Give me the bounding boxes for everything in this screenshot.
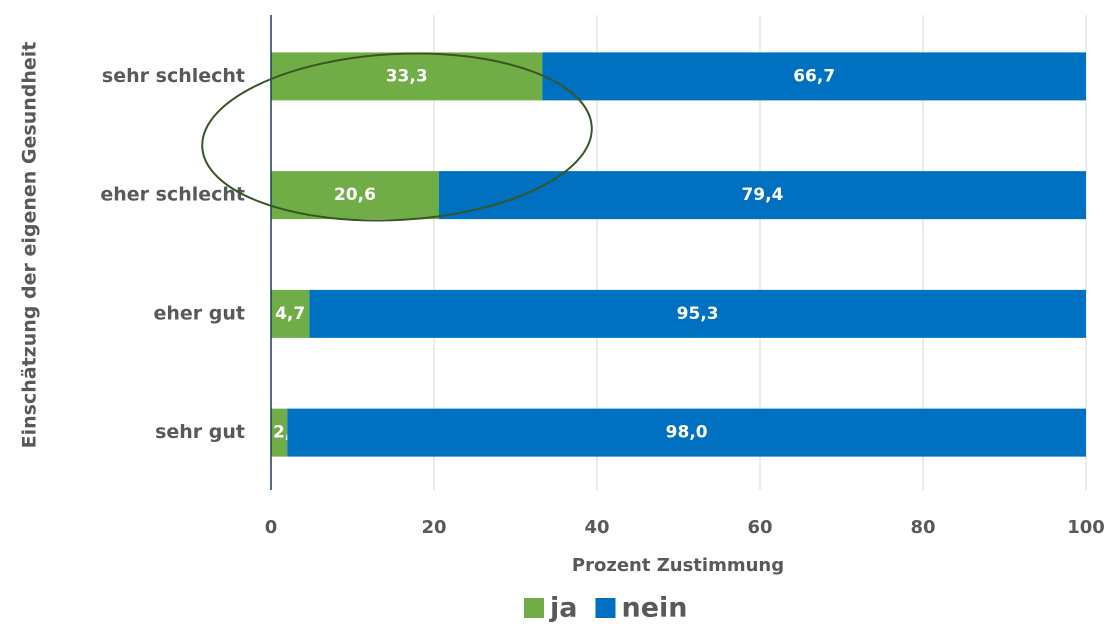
bar-segment [271, 171, 439, 220]
legend-label: nein [621, 593, 687, 624]
value-label: 79,4 [741, 185, 783, 205]
bar-segment [271, 52, 543, 101]
x-tick-label: 100 [1067, 517, 1105, 538]
y-axis-title: Einschätzung der eigenen Gesundheit [19, 42, 41, 449]
y-tick-label: sehr gut [155, 421, 245, 443]
value-label: 4,7 [275, 304, 305, 324]
value-label: 98,0 [666, 423, 708, 443]
bar-segment [309, 289, 1086, 338]
x-tick-label: 20 [421, 517, 446, 538]
bar-segment [271, 289, 310, 338]
x-axis-title: Prozent Zustimmung [572, 555, 784, 576]
y-tick-label: eher schlecht [100, 184, 245, 206]
y-tick-label: sehr schlecht [102, 65, 245, 87]
legend-swatch [524, 598, 544, 618]
annotation-ellipse [201, 52, 593, 222]
x-tick-label: 0 [265, 517, 278, 538]
bar-segment [271, 408, 288, 457]
value-label: 66,7 [793, 66, 835, 86]
value-label: 33,3 [386, 66, 428, 86]
y-tick-label: eher gut [154, 302, 246, 324]
bar-segment [287, 408, 1086, 457]
legend-swatch [595, 598, 616, 618]
value-label: 95,3 [677, 304, 719, 324]
value-label: 20,6 [334, 185, 376, 205]
x-tick-label: 60 [747, 517, 772, 538]
bar-segment [542, 52, 1086, 101]
x-tick-label: 40 [584, 517, 609, 538]
legend-label: ja [549, 593, 577, 624]
bar-segment [438, 171, 1086, 220]
x-tick-label: 80 [910, 517, 935, 538]
